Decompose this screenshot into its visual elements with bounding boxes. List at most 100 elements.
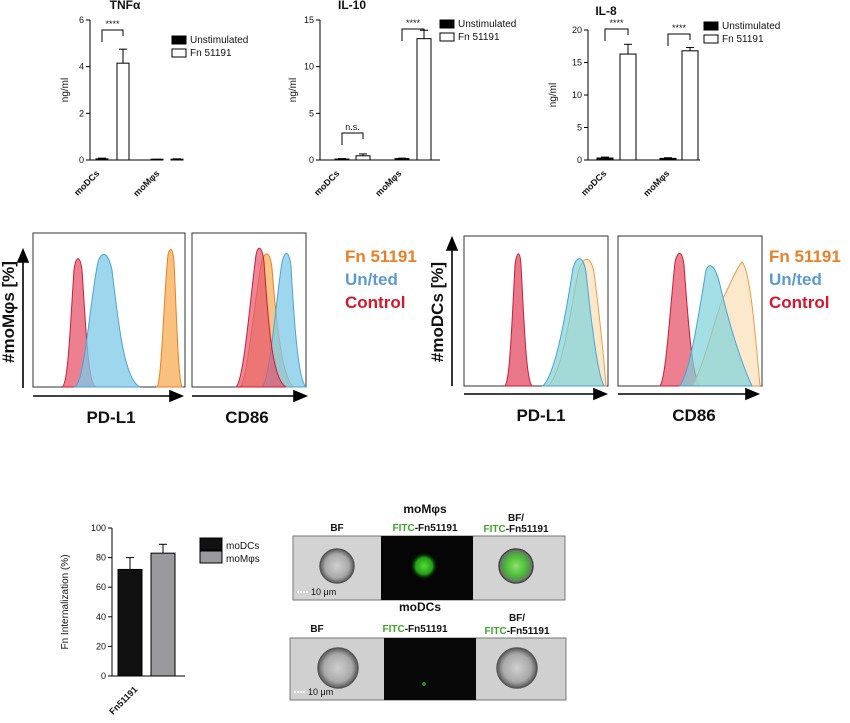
y-tick-label: 60	[96, 582, 106, 592]
y-tick-label: 0	[79, 155, 84, 165]
histogram-axes	[16, 235, 761, 403]
legend-swatch	[439, 32, 455, 42]
significance-label: ****	[609, 18, 624, 28]
cell-brightfield	[319, 548, 355, 584]
bar-chart-0: 0 2 4 6 TNFα ng/ml moDCs moMφs **** Unstimulated F…	[60, 0, 248, 198]
legend-label: moMφs	[226, 554, 260, 565]
legend-control: Control	[769, 293, 829, 312]
histogram-legend-left: Fn 51191 Un/ted Control	[345, 247, 417, 312]
imaging-title: moDCs	[399, 600, 441, 614]
bar	[95, 158, 109, 161]
bar	[150, 552, 176, 677]
histogram-panel-modc-cd86	[617, 235, 763, 387]
histogram-ylabel-mom: #moMφs [%]	[0, 261, 18, 363]
significance-bracket	[101, 29, 124, 42]
bar	[681, 50, 699, 161]
legend-swatch	[703, 21, 719, 31]
bar	[619, 53, 637, 161]
chart-title: TNFα	[110, 0, 141, 12]
x-tick-label: moDCs	[312, 168, 341, 197]
imaging-label-fitc: FITC-Fn51191	[382, 624, 447, 635]
legend-swatch	[703, 34, 719, 44]
x-tick-label: moMφs	[641, 168, 671, 198]
imaging-label-bf-slash: BF/	[509, 613, 525, 624]
significance-label: ****	[672, 23, 687, 33]
histogram-xlabel-mom-cd86: CD86	[225, 408, 268, 427]
y-tick-label: 0	[309, 155, 314, 165]
bar	[394, 158, 410, 161]
y-axis-label: ng/ml	[548, 83, 559, 107]
chart-title: IL-10	[338, 0, 366, 12]
legend-fn51191: Fn 51191	[769, 247, 841, 266]
imaging-label-bf-slash: BF/	[508, 513, 524, 524]
histogram-unstimulated	[679, 265, 753, 387]
bar	[117, 568, 143, 677]
bar-chart-2: 0 5 10 15 20 IL-8 ng/ml moDCs moMφs **** **** Unsti…	[548, 4, 780, 198]
x-tick-label: moMφs	[373, 168, 403, 198]
histogram-panel-modc-pdl1	[463, 235, 609, 387]
legend-swatch	[171, 35, 187, 45]
bar	[596, 157, 614, 161]
legend-fn51191: Fn 51191	[345, 247, 417, 266]
histogram-xlabel-modc-cd86: CD86	[672, 406, 715, 425]
cell-overlay	[496, 647, 538, 689]
imaging-panel-mom: moMφs BF FITC-Fn51191 BF/ FITC-Fn51191 1…	[292, 502, 566, 601]
y-tick-label: 6	[79, 15, 84, 25]
histogram-control	[503, 253, 534, 387]
bar	[416, 38, 432, 161]
significance-bracket	[341, 132, 364, 145]
histogram-control	[234, 247, 287, 388]
cell-overlay	[498, 548, 534, 584]
bar-chart-3: 0 20 40 60 80 100 Fn Internalization (%) Fn5119…	[60, 523, 260, 717]
x-tick-label: moDCs	[72, 168, 101, 197]
significance-label: n.s.	[345, 122, 360, 132]
significance-bracket	[604, 28, 629, 41]
significance-label: ****	[105, 19, 120, 29]
histogram-xlabel-modc-pdl1: PD-L1	[516, 406, 565, 425]
bar	[116, 62, 130, 161]
legend-unstimulated: Un/ted	[769, 270, 822, 289]
y-tick-label: 0	[577, 155, 582, 165]
y-tick-label: 2	[79, 108, 84, 118]
legend-label: moDCs	[226, 541, 259, 552]
legend-label: Unstimulated	[722, 21, 780, 32]
significance-bracket	[667, 33, 691, 46]
x-tick-label: Fn51191	[107, 684, 139, 716]
legend-label: Fn 51191	[458, 32, 500, 43]
y-tick-label: 80	[96, 553, 106, 563]
x-tick-label: moDCs	[579, 168, 608, 197]
y-tick-label: 20	[96, 641, 106, 651]
legend-label: Fn 51191	[722, 34, 764, 45]
x-tick-label: moMφs	[131, 168, 161, 198]
y-tick-label: 20	[572, 25, 582, 35]
y-tick-label: 4	[79, 62, 84, 72]
histogram-panel-mom-pdl1	[32, 232, 186, 388]
y-tick-label: 15	[572, 58, 582, 68]
histogram-unstimulated	[73, 254, 141, 388]
y-tick-label: 0	[101, 671, 106, 681]
cell-fitc	[410, 552, 438, 580]
bar	[659, 157, 677, 161]
histogram-fn51191	[156, 249, 183, 388]
legend-swatch	[439, 19, 455, 29]
imaging-label-fitc: FITC-Fn51191	[392, 523, 457, 534]
y-axis-label: ng/ml	[288, 78, 299, 102]
y-tick-label: 40	[96, 612, 106, 622]
legend-label: Fn 51191	[190, 48, 232, 59]
legend-swatch	[171, 48, 187, 58]
y-tick-label: 10	[572, 90, 582, 100]
bar-chart-1: 0 5 10 15 IL-10 ng/ml moDCs moMφs n.s. **** Unstim…	[288, 0, 516, 198]
imaging-title: moMφs	[403, 502, 447, 516]
y-tick-label: 5	[309, 108, 314, 118]
imaging-label-overlay: FITC-Fn51191	[483, 524, 548, 535]
histogram-xlabel-mom-pdl1: PD-L1	[86, 408, 135, 427]
significance-label: ****	[406, 18, 421, 28]
bar	[334, 158, 350, 161]
chart-title: IL-8	[595, 4, 617, 18]
histogram-ylabel-modc: #moDCs [%]	[428, 262, 447, 362]
histogram-unstimulated	[541, 258, 605, 387]
y-axis-label: Fn Internalization (%)	[60, 554, 71, 649]
legend-swatch	[199, 537, 223, 551]
legend-control: Control	[345, 293, 405, 312]
